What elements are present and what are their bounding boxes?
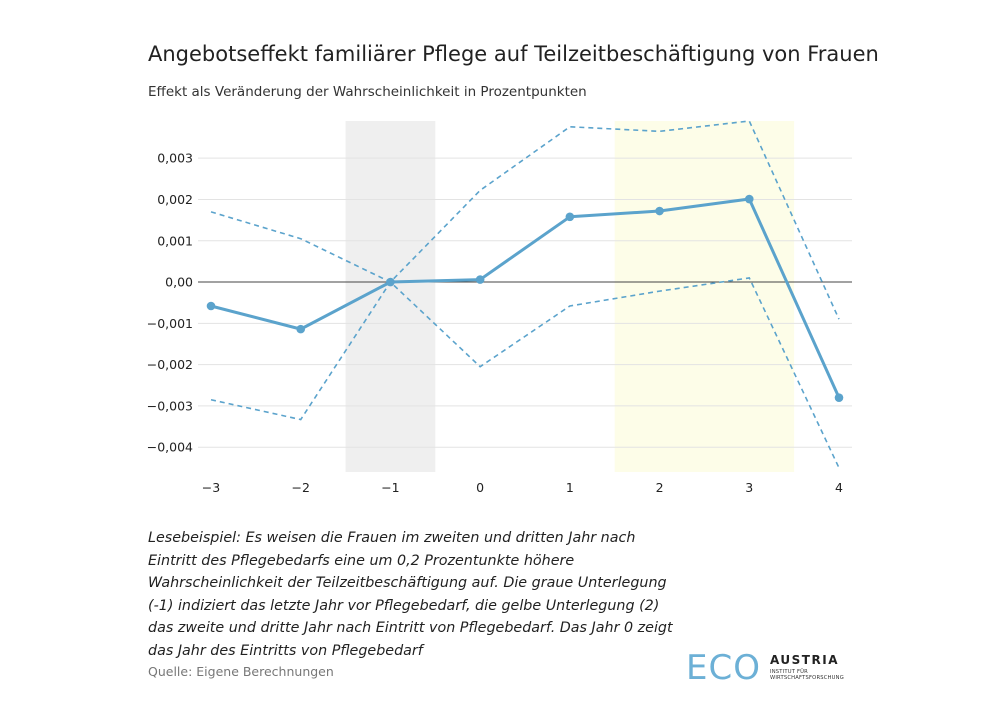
source-text: Quelle: Eigene Berechnungen: [148, 664, 334, 679]
estimate-point: [655, 206, 664, 216]
highlight-band-grey: [345, 121, 436, 472]
y-tick-label: −0,002: [147, 357, 193, 372]
estimate-point: [744, 194, 754, 204]
y-tick-label: 0,002: [157, 192, 193, 207]
upper-bound-line: [210, 120, 840, 320]
y-tick-label: −0,004: [147, 440, 193, 455]
x-tick-label: 0: [476, 480, 484, 495]
logo-sub-line2: WIRTSCHAFTSFORSCHUNG: [770, 675, 844, 681]
logo-subtitle: INSTITUT FÜR WIRTSCHAFTSFORSCHUNG: [770, 669, 860, 681]
logo-eco-text: ECO: [686, 648, 761, 688]
note-line: Eintritt des Pflegebedarfs eine um 0,2 P…: [148, 552, 575, 569]
eco-austria-logo: ECO AUSTRIA INSTITUT FÜR WIRTSCHAFTSFORS…: [686, 650, 866, 690]
x-tick-label: 2: [656, 480, 664, 495]
estimate-point: [296, 324, 306, 334]
x-tick-label: −2: [291, 480, 309, 495]
note-line: das Jahr des Eintritts von Pflegebedarf: [148, 642, 423, 659]
y-tick-label: −0,003: [147, 398, 193, 413]
logo-sub-line1: INSTITUT FÜR: [770, 669, 808, 675]
estimate-line: [210, 197, 841, 399]
x-tick-label: −3: [202, 480, 220, 495]
chart-title: Angebotseffekt familiärer Pflege auf Tei…: [148, 42, 879, 66]
y-tick-label: 0,001: [157, 233, 193, 248]
highlight-band-yellow: [614, 121, 795, 472]
estimate-point: [475, 275, 485, 284]
note-line: (-1) indiziert das letzte Jahr vor Pfleg…: [148, 597, 660, 614]
logo-austria-text: AUSTRIA: [770, 653, 839, 667]
y-tick-label: 0,003: [157, 151, 193, 166]
x-tick-label: 3: [745, 480, 753, 495]
estimate-point: [206, 301, 216, 311]
y-tick-label: 0,00: [165, 275, 193, 290]
x-tick-label: −1: [381, 480, 399, 495]
x-tick-label: 1: [566, 480, 574, 495]
y-tick-label: −0,001: [147, 316, 193, 331]
estimate-point: [834, 393, 844, 402]
x-tick-label: 4: [835, 480, 843, 495]
note-line: Wahrscheinlichkeit der Teilzeitbeschäfti…: [148, 575, 667, 591]
reading-example-note: Lesebeispiel: Es weisen die Frauen im zw…: [148, 527, 708, 662]
note-line: das zweite und dritte Jahr nach Eintritt…: [148, 620, 673, 636]
note-line: Lesebeispiel: Es weisen die Frauen im zw…: [148, 530, 636, 546]
estimate-point: [565, 212, 575, 222]
lower-bound-line: [210, 277, 840, 469]
chart-subtitle: Effekt als Veränderung der Wahrscheinlic…: [148, 84, 587, 100]
